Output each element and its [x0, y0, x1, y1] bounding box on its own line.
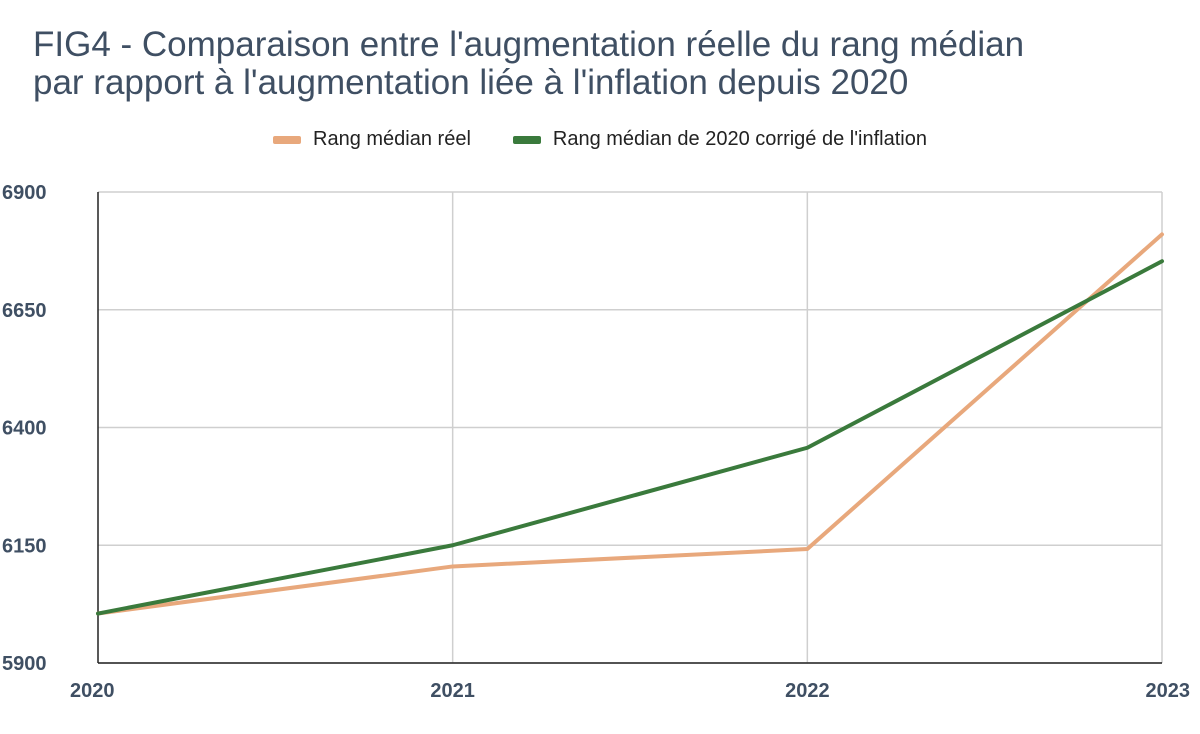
chart-title-line-1: FIG4 - Comparaison entre l'augmentation …: [33, 25, 1025, 64]
y-tick-label: 6400: [2, 418, 47, 440]
legend-item-real-median: Rang médian réel: [273, 128, 471, 151]
chart-series: [96, 232, 1164, 616]
legend-swatch-real-median: [273, 135, 302, 144]
chart-axes: [97, 192, 1162, 664]
series-line-inflation-adjusted: [96, 259, 1164, 616]
x-tick-label: 2022: [785, 680, 830, 702]
y-tick-label: 5900: [2, 653, 47, 675]
legend-swatch-inflation-adjusted: [512, 135, 541, 144]
x-tick-label: 2020: [70, 680, 115, 702]
x-axis-ticks: 2020 2021 2022 2023: [70, 680, 1190, 702]
y-axis-ticks: 5900 6150 6400 6650 6900: [2, 182, 47, 675]
y-tick-label: 6650: [2, 300, 47, 322]
chart-title-line-2: par rapport à l'augmentation liée à l'in…: [33, 63, 909, 102]
x-tick-label: 2021: [430, 680, 475, 702]
y-tick-label: 6150: [2, 535, 47, 557]
legend-label-inflation-adjusted: Rang médian de 2020 corrigé de l'inflati…: [552, 128, 927, 150]
legend-label-real-median: Rang médian réel: [313, 128, 471, 150]
series-line-real-median: [96, 232, 1164, 616]
chart-legend: Rang médian réel Rang médian de 2020 cor…: [0, 128, 1200, 151]
y-tick-label: 6900: [2, 182, 47, 204]
chart-title: FIG4 - Comparaison entre l'augmentation …: [33, 26, 1173, 102]
x-tick-label: 2023: [1146, 680, 1191, 702]
legend-item-inflation-adjusted: Rang médian de 2020 corrigé de l'inflati…: [512, 128, 927, 151]
